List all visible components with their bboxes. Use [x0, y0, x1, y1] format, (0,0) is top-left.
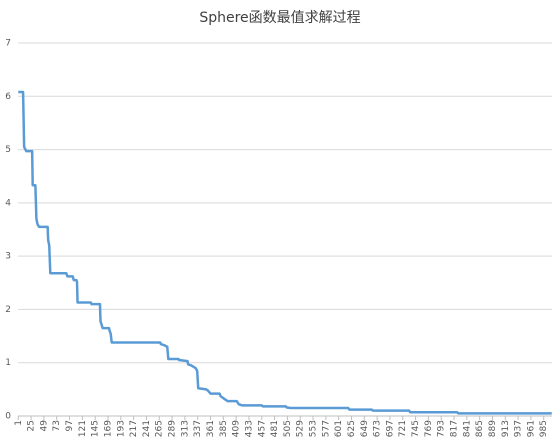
x-tick-label: 985 — [539, 420, 549, 437]
x-tick-label: 481 — [270, 420, 280, 437]
x-tick-label: 265 — [155, 420, 165, 437]
x-tick-label: 385 — [219, 420, 229, 437]
y-tick-label: 7 — [5, 39, 11, 49]
x-tick-label: 49 — [39, 420, 49, 432]
x-tick-label: 769 — [424, 420, 434, 437]
x-tick-label: 241 — [142, 420, 152, 437]
x-tick-label: 505 — [283, 420, 293, 437]
x-tick-label: 913 — [501, 420, 511, 437]
x-tick-label: 601 — [334, 420, 344, 437]
x-tick-label: 337 — [193, 420, 203, 437]
x-tick-label: 289 — [168, 420, 178, 437]
x-tick-label: 313 — [180, 420, 190, 437]
x-tick-label: 97 — [65, 420, 75, 431]
chart-title: Sphere函数最值求解过程 — [199, 10, 360, 26]
x-tick-label: 169 — [103, 420, 113, 437]
x-tick-label: 217 — [129, 420, 139, 437]
x-tick-label: 1 — [14, 420, 24, 426]
x-tick-label: 721 — [398, 420, 408, 437]
x-tick-label: 865 — [475, 420, 485, 437]
x-tick-label: 529 — [296, 420, 306, 437]
x-tick-label: 961 — [526, 420, 536, 437]
x-tick-label: 553 — [309, 420, 319, 437]
x-tick-label: 793 — [437, 420, 447, 437]
y-tick-label: 5 — [5, 145, 11, 155]
y-tick-label: 3 — [5, 252, 11, 262]
x-tick-label: 625 — [347, 420, 357, 437]
x-tick-label: 361 — [206, 420, 216, 437]
x-tick-label: 193 — [116, 420, 126, 437]
x-tick-label: 697 — [385, 420, 395, 437]
x-tick-label: 145 — [91, 420, 101, 437]
x-tick-label: 889 — [488, 420, 498, 437]
x-tick-label: 433 — [244, 420, 254, 437]
x-tick-label: 937 — [514, 420, 524, 437]
x-tick-label: 73 — [52, 420, 62, 431]
x-tick-label: 121 — [78, 420, 88, 437]
x-tick-label: 841 — [462, 420, 472, 437]
series-line — [18, 90, 552, 415]
x-tick-label: 25 — [27, 420, 37, 431]
x-tick-label: 649 — [360, 420, 370, 437]
y-tick-label: 2 — [5, 305, 11, 315]
x-tick-label: 577 — [321, 420, 331, 437]
x-tick-label: 817 — [450, 420, 460, 437]
x-tick-label: 409 — [232, 420, 242, 437]
y-tick-label: 0 — [5, 412, 11, 422]
y-tick-label: 6 — [5, 92, 11, 102]
x-tick-label: 673 — [373, 420, 383, 437]
y-tick-label: 1 — [5, 358, 11, 368]
x-tick-label: 745 — [411, 420, 421, 437]
y-tick-label: 4 — [5, 198, 11, 208]
x-tick-label: 457 — [257, 420, 267, 437]
